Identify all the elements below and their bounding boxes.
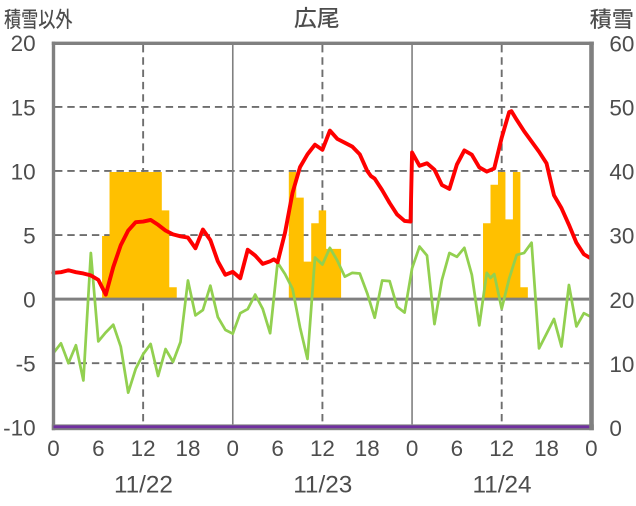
svg-text:12: 12 [310,436,335,461]
svg-text:20: 20 [11,31,36,56]
svg-text:15: 15 [11,95,36,120]
svg-text:18: 18 [176,436,201,461]
svg-text:0: 0 [406,436,418,461]
svg-text:6: 6 [92,436,104,461]
svg-text:0: 0 [609,416,622,441]
svg-text:50: 50 [609,96,634,121]
svg-text:5: 5 [23,223,36,248]
svg-text:18: 18 [534,436,559,461]
svg-text:20: 20 [609,288,634,313]
svg-text:12: 12 [131,436,156,461]
svg-text:60: 60 [609,32,634,57]
svg-text:10: 10 [11,159,36,184]
svg-text:0: 0 [47,436,59,461]
svg-text:0: 0 [227,436,239,461]
svg-text:-5: -5 [16,352,36,377]
svg-text:11/22: 11/22 [114,472,173,499]
svg-text:0: 0 [585,436,597,461]
svg-text:6: 6 [451,436,463,461]
svg-text:0: 0 [23,288,36,313]
svg-text:12: 12 [489,436,514,461]
svg-text:11/23: 11/23 [293,472,352,499]
svg-text:30: 30 [609,224,634,249]
svg-text:40: 40 [609,160,634,185]
svg-text:10: 10 [609,352,634,377]
svg-text:18: 18 [355,436,380,461]
svg-text:-10: -10 [3,416,36,441]
svg-text:6: 6 [271,436,283,461]
svg-text:11/24: 11/24 [473,472,532,499]
